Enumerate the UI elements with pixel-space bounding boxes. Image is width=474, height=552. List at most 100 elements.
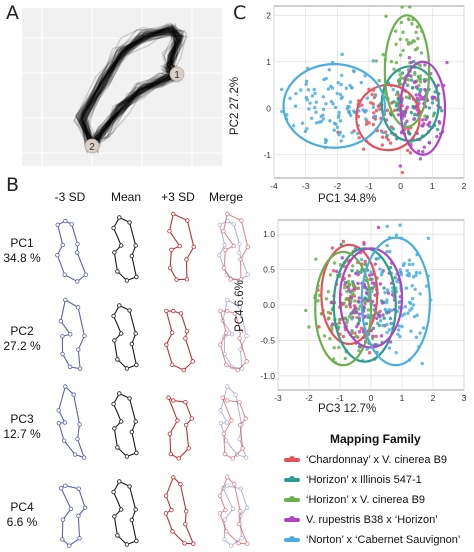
scatter-point: [366, 313, 370, 317]
scatter-point: [357, 318, 362, 323]
scatter-point: [387, 249, 392, 254]
scatter-point: [357, 312, 362, 316]
scatter-point: [424, 284, 429, 288]
scatter-point: [418, 94, 423, 98]
scatter-point: [349, 300, 353, 304]
scatter-point: [404, 286, 408, 290]
scatter-point: [398, 335, 402, 339]
scatter-point: [362, 285, 367, 289]
scatter-point: [440, 109, 444, 113]
scatter-point: [306, 88, 311, 92]
x-tick-label: 0: [398, 181, 403, 191]
scatter-point: [357, 316, 361, 320]
scatter-point: [375, 316, 379, 321]
panel-letter-b: B: [6, 174, 20, 196]
scatter-point: [398, 268, 402, 272]
scatter-point: [371, 59, 375, 63]
scatter-point: [435, 127, 440, 132]
scatter-point: [357, 329, 362, 334]
scatter-point: [381, 313, 385, 317]
scatter-point: [403, 109, 407, 114]
scatter-point: [339, 82, 343, 87]
scatter-point: [378, 282, 383, 286]
scatter-point: [336, 81, 340, 85]
scatter-point: [353, 306, 358, 310]
scatter-point: [335, 91, 339, 96]
scatter-bottom-ylabel: PC4 6.6%: [233, 280, 246, 332]
scatter-point: [408, 301, 413, 305]
scatter-point: [419, 51, 424, 55]
scatter-point: [427, 106, 432, 110]
scatter-point: [374, 108, 379, 113]
scatter-point: [373, 93, 378, 98]
scatter-point: [371, 334, 375, 338]
scatter-point: [430, 101, 435, 105]
scatter-point: [341, 239, 346, 244]
scatter-point: [356, 321, 361, 326]
scatter-point: [367, 351, 372, 355]
scatter-point: [389, 308, 394, 313]
scatter-point: [324, 297, 329, 301]
scatter-point: [327, 68, 332, 72]
panel-letter-a: A: [6, 2, 19, 24]
scatter-point: [304, 79, 309, 84]
scatter-point: [365, 299, 370, 303]
scatter-point: [351, 264, 355, 268]
scatter-points: [279, 5, 449, 175]
scatter-point: [397, 93, 401, 97]
scatter-point: [379, 319, 383, 323]
scatter-point: [376, 104, 381, 108]
scatter-point: [348, 100, 353, 104]
x-tick-label: -1: [336, 393, 344, 403]
scatter-point: [385, 298, 389, 302]
scatter-point: [363, 300, 367, 304]
scatter-point: [414, 93, 418, 97]
scatter-point: [288, 96, 292, 101]
scatter-point: [363, 74, 367, 78]
x-tick-label: 1: [430, 181, 435, 191]
scatter-point: [319, 119, 324, 124]
scatter-point: [317, 325, 321, 329]
scatter-point: [368, 273, 372, 277]
scatter-point: [381, 53, 385, 57]
y-tick-label: 1.0: [263, 229, 275, 239]
scatter-point: [388, 141, 393, 145]
scatter-point: [307, 325, 311, 329]
scatter-point: [363, 314, 367, 319]
scatter-point: [376, 225, 381, 230]
scatter-point: [409, 329, 413, 333]
scatter-point: [394, 42, 398, 46]
scatter-point: [401, 112, 405, 117]
scatter-point: [332, 261, 337, 265]
y-tick-label: 0.5: [263, 265, 275, 275]
shape-pc3-minus: [56, 384, 87, 460]
scatter-point: [337, 321, 341, 325]
shape-pc4-minus: [58, 483, 88, 548]
scatter-point: [403, 122, 407, 126]
scatter-point: [353, 331, 357, 335]
shape-pc3-merge-plus: [220, 395, 248, 461]
scatter-point: [279, 87, 284, 92]
scatter-point: [420, 361, 424, 366]
scatter-point: [354, 334, 359, 339]
scatter-point: [345, 320, 349, 325]
confidence-ellipse: [314, 250, 373, 367]
scatter-point: [308, 101, 312, 105]
scatter-point: [378, 267, 382, 271]
scatter-point: [341, 334, 346, 339]
scatter-point: [309, 116, 314, 120]
x-tick-label: -4: [270, 181, 278, 191]
scatter-point: [316, 299, 320, 303]
scatter-point: [418, 80, 423, 84]
scatter-point: [331, 357, 336, 361]
scatter-point: [337, 113, 341, 118]
scatter-point: [423, 79, 427, 84]
scatter-point: [334, 269, 339, 274]
x-tick-label: -3: [302, 181, 310, 191]
shape-pc2-minus: [58, 297, 87, 371]
scatter-point: [421, 326, 426, 330]
scatter-point: [381, 130, 385, 135]
scatter-point: [348, 302, 352, 307]
scatter-point: [411, 303, 416, 307]
confidence-ellipse: [320, 243, 379, 346]
